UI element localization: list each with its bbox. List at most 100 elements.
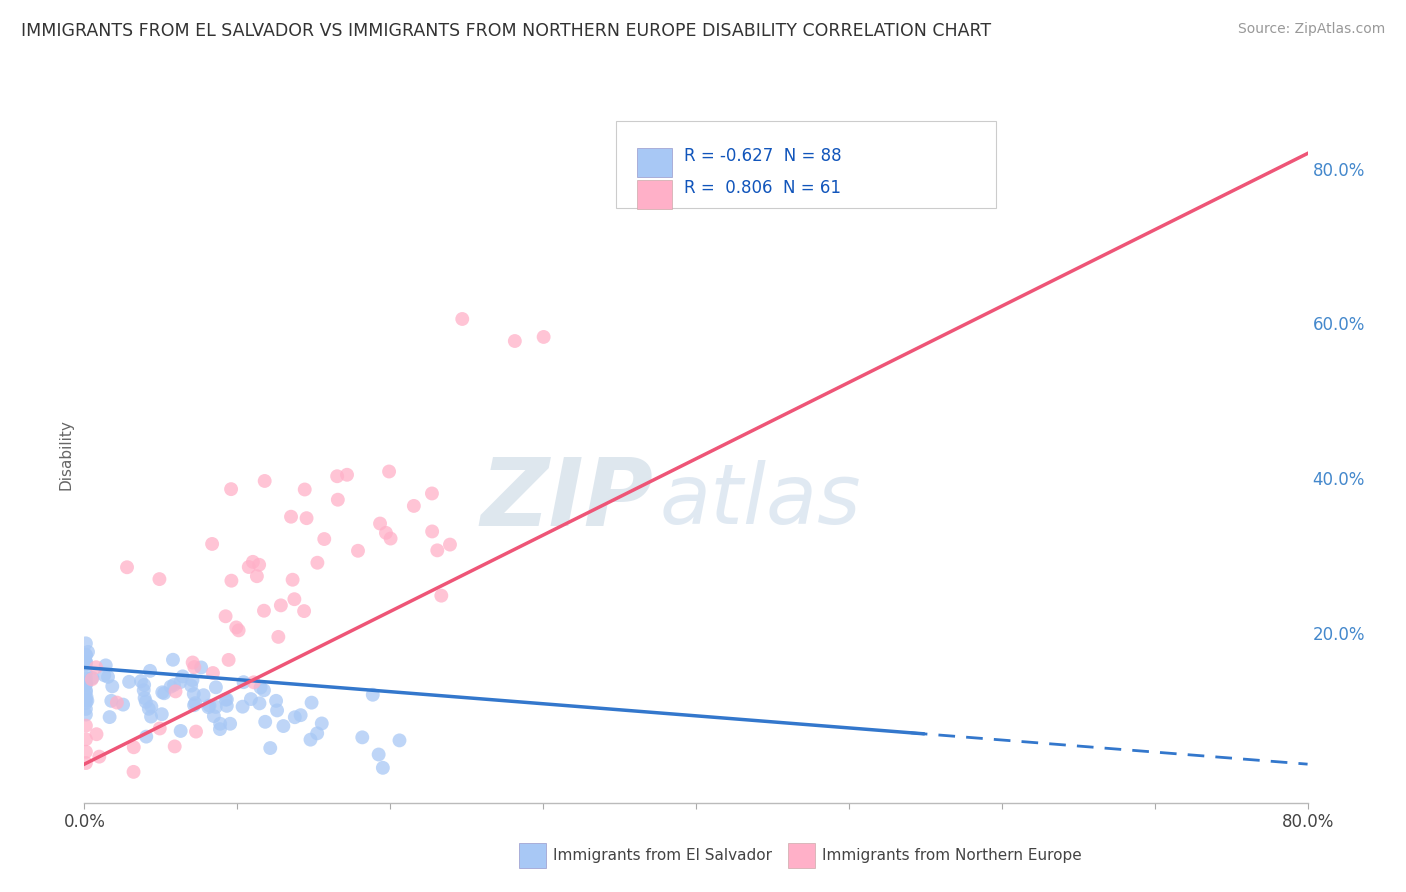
Point [105, 696, 128, 710]
Point [75, 702, 97, 716]
Point [190, 660, 212, 674]
Bar [637, 180, 672, 210]
Point [221, 574, 243, 588]
Point [402, 499, 425, 513]
Point [307, 556, 329, 570]
Point [77, 645, 100, 659]
Point [380, 532, 402, 546]
Text: R = -0.627  N = 88: R = -0.627 N = 88 [683, 146, 841, 164]
Point [183, 698, 205, 713]
Point [75, 693, 97, 707]
Point [503, 334, 526, 348]
Point [388, 733, 411, 747]
Point [299, 732, 322, 747]
Point [75, 677, 97, 691]
Point [149, 722, 172, 736]
Point [184, 724, 207, 739]
Point [198, 698, 221, 713]
Point [361, 688, 384, 702]
Point [169, 723, 191, 738]
Point [243, 675, 266, 690]
Point [238, 560, 260, 574]
Point [181, 656, 204, 670]
Point [184, 696, 207, 710]
Point [253, 474, 276, 488]
Point [159, 680, 181, 694]
Point [148, 572, 170, 586]
Point [314, 532, 336, 546]
Point [374, 525, 396, 540]
Point [93, 668, 115, 682]
Point [219, 482, 242, 496]
Point [150, 685, 173, 699]
Point [426, 543, 449, 558]
Text: Immigrants from El Salvador: Immigrants from El Salvador [553, 848, 772, 863]
Point [180, 679, 202, 693]
Point [86, 727, 108, 741]
Point [214, 692, 236, 706]
Point [80, 673, 103, 687]
Point [367, 747, 389, 762]
Point [201, 666, 224, 681]
Point [75, 683, 97, 698]
Point [135, 730, 157, 744]
Point [75, 696, 97, 710]
Point [352, 731, 374, 745]
Point [122, 740, 145, 755]
Point [89, 749, 111, 764]
Point [371, 761, 394, 775]
Point [169, 675, 191, 690]
Point [301, 696, 323, 710]
Point [225, 620, 247, 634]
Text: atlas: atlas [659, 459, 860, 541]
Point [75, 671, 97, 685]
Point [246, 569, 269, 583]
Point [75, 655, 97, 669]
Point [249, 681, 271, 695]
Point [209, 716, 232, 731]
Point [264, 694, 287, 708]
Point [183, 660, 205, 674]
Point [232, 675, 254, 690]
Point [368, 516, 391, 531]
Point [75, 685, 97, 699]
Point [294, 483, 316, 497]
Point [228, 624, 250, 638]
Point [75, 648, 97, 662]
Text: Source: ZipAtlas.com: Source: ZipAtlas.com [1237, 22, 1385, 37]
Point [75, 732, 97, 747]
Point [270, 599, 292, 613]
Point [208, 722, 231, 736]
Point [326, 492, 349, 507]
Point [266, 703, 288, 717]
Point [138, 702, 160, 716]
Point [307, 726, 329, 740]
Point [247, 558, 270, 572]
Point [150, 707, 173, 722]
Point [97, 670, 120, 684]
Point [141, 699, 163, 714]
Text: Immigrants from Northern Europe: Immigrants from Northern Europe [823, 848, 1081, 863]
Bar [787, 843, 814, 868]
Point [326, 469, 349, 483]
Text: R =  0.806  N = 61: R = 0.806 N = 61 [683, 178, 841, 196]
Text: IMMIGRANTS FROM EL SALVADOR VS IMMIGRANTS FROM NORTHERN EUROPE DISABILITY CORREL: IMMIGRANTS FROM EL SALVADOR VS IMMIGRANT… [21, 22, 991, 40]
Point [202, 709, 225, 723]
Point [153, 686, 176, 700]
Point [75, 666, 97, 681]
Point [420, 524, 443, 539]
Point [75, 707, 97, 722]
Point [273, 719, 295, 733]
Point [219, 716, 242, 731]
Point [281, 573, 304, 587]
Point [101, 679, 124, 693]
Point [82, 671, 104, 685]
Text: ZIP: ZIP [481, 454, 654, 546]
Point [215, 692, 238, 706]
Point [205, 681, 228, 695]
Point [100, 694, 122, 708]
Point [280, 509, 302, 524]
Point [254, 714, 277, 729]
Point [284, 710, 307, 724]
Point [75, 675, 97, 690]
